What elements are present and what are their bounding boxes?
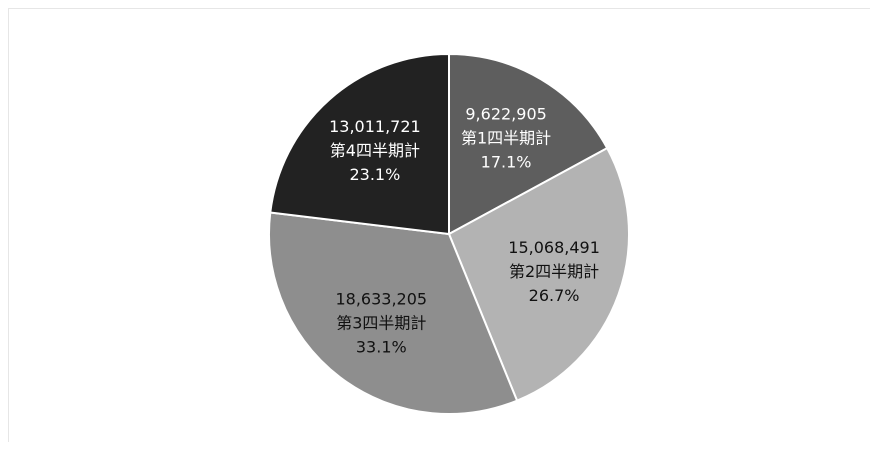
data-label-category-1: 第1四半期計	[461, 129, 551, 148]
data-label-category-3: 第3四半期計	[336, 313, 426, 332]
data-label-value-4: 13,011,721	[329, 117, 421, 136]
pie-slice-3	[268, 211, 519, 415]
chart-area-border	[8, 8, 870, 442]
data-label-value-1: 9,622,905	[465, 105, 546, 124]
pie-slice-1	[448, 53, 609, 235]
pie-slices	[268, 53, 630, 415]
pie-slice-4	[269, 53, 450, 235]
data-label-value-2: 15,068,491	[508, 238, 600, 257]
data-label-category-4: 第4四半期計	[330, 141, 420, 160]
data-labels: 9,622,905 第1四半期計 17.1% 15,068,491 第2四半期計 26.7…	[329, 105, 600, 357]
pie-slice-2	[448, 147, 630, 402]
data-label-percent-3: 33.1%	[356, 337, 407, 356]
data-label-percent-2: 26.7%	[529, 286, 580, 305]
data-label-category-2: 第2四半期計	[509, 262, 599, 281]
data-label-percent-4: 23.1%	[349, 165, 400, 184]
data-label-value-3: 18,633,205	[335, 289, 427, 308]
data-label-percent-1: 17.1%	[481, 153, 532, 172]
